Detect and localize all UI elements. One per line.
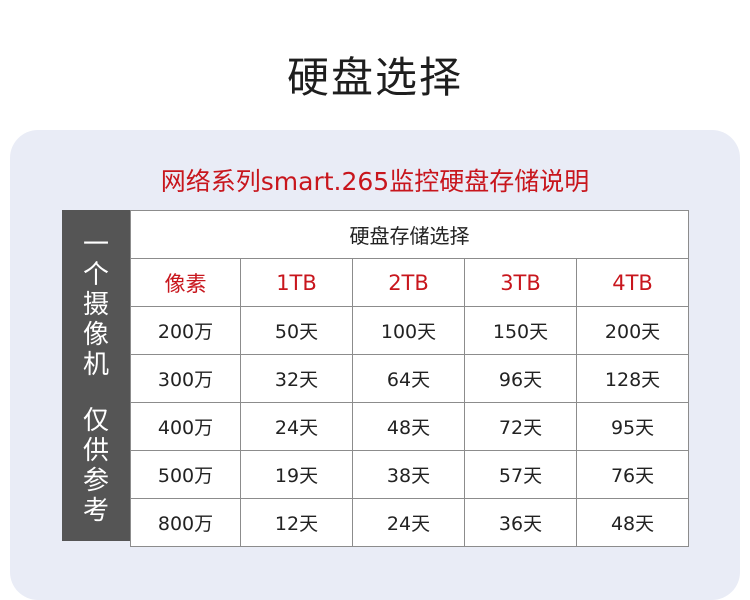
table-cell-resolution: 800万	[130, 498, 241, 547]
table-cell: 72天	[464, 402, 577, 451]
table-cell-resolution: 500万	[130, 450, 241, 499]
side-label-camera: 一 个 摄 像 机	[62, 230, 130, 380]
page-title: 硬盘选择	[286, 53, 463, 102]
table-cell: 96天	[464, 354, 577, 403]
table-row: 800万 12天 24天 36天 48天	[130, 498, 690, 547]
table-row: 400万 24天 48天 72天 95天	[130, 402, 690, 451]
side-label-panel: 一 个 摄 像 机 仅 供 参 考	[62, 210, 130, 541]
table-cell: 24天	[352, 498, 465, 547]
table-cell-resolution: 300万	[130, 354, 241, 403]
side-char: 考	[82, 496, 109, 526]
table-cell: 57天	[464, 450, 577, 499]
side-char: 仅	[82, 406, 109, 436]
table-cell: 36天	[464, 498, 577, 547]
table-cell: 12天	[240, 498, 353, 547]
table-cell: 19天	[240, 450, 353, 499]
side-label-reference: 仅 供 参 考	[62, 406, 130, 526]
table-cell: 128天	[575, 354, 690, 403]
column-header-resolution: 像素	[130, 258, 241, 307]
table-cell: 48天	[575, 498, 690, 547]
column-header-2tb: 2TB	[352, 258, 465, 307]
column-header-row: 像素 1TB 2TB 3TB 4TB	[130, 258, 690, 307]
table-cell: 95天	[575, 402, 690, 451]
side-char: 一	[82, 230, 109, 260]
card-title: 网络系列smart.265监控硬盘存储说明	[160, 167, 590, 196]
table-cell: 64天	[352, 354, 465, 403]
column-header-1tb: 1TB	[240, 258, 353, 307]
table-header-row: 硬盘存储选择	[129, 210, 690, 259]
column-header-4tb: 4TB	[575, 258, 690, 307]
table-row: 500万 19天 38天 57天 76天	[130, 450, 690, 499]
column-header-3tb: 3TB	[464, 258, 577, 307]
table-cell: 200天	[575, 306, 690, 355]
side-char: 摄	[82, 290, 109, 320]
table-cell: 32天	[240, 354, 353, 403]
side-char: 个	[82, 260, 109, 290]
side-char: 供	[82, 436, 109, 466]
table-cell: 24天	[240, 402, 353, 451]
table-cell-resolution: 400万	[130, 402, 241, 451]
table-cell: 100天	[352, 306, 465, 355]
table-cell: 48天	[352, 402, 465, 451]
table-cell: 76天	[575, 450, 690, 499]
side-char: 参	[82, 466, 109, 496]
side-char: 像	[82, 320, 109, 350]
table-row: 200万 50天 100天 150天 200天	[130, 306, 690, 355]
table-row: 300万 32天 64天 96天 128天	[130, 354, 690, 403]
storage-table: 硬盘存储选择 像素 1TB 2TB 3TB 4TB 200万 50天 100天 …	[129, 210, 690, 547]
table-cell: 38天	[352, 450, 465, 499]
table-cell-resolution: 200万	[130, 306, 241, 355]
table-header: 硬盘存储选择	[129, 210, 690, 259]
table-cell: 150天	[464, 306, 577, 355]
table-cell: 50天	[240, 306, 353, 355]
side-char: 机	[82, 350, 109, 380]
